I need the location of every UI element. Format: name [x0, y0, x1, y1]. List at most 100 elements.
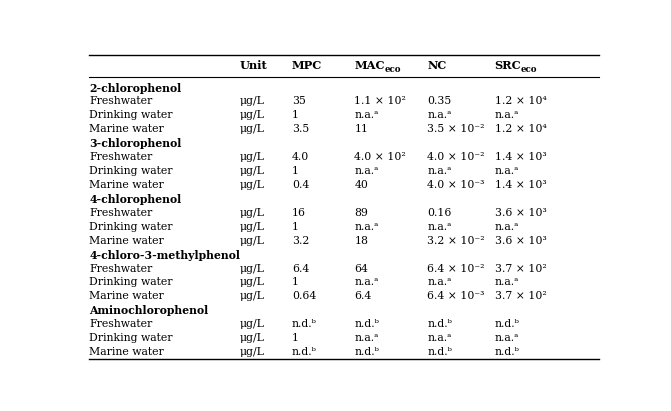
Text: Aminochlorophenol: Aminochlorophenol [89, 305, 208, 316]
Text: n.a.ᵃ: n.a.ᵃ [495, 222, 519, 232]
Text: 0.64: 0.64 [292, 291, 316, 301]
Text: Drinking water: Drinking water [89, 277, 172, 288]
Text: 6.4 × 10⁻²: 6.4 × 10⁻² [427, 263, 484, 274]
Text: μg/L: μg/L [240, 152, 265, 162]
Text: SRC: SRC [495, 60, 521, 72]
Text: 1.4 × 10³: 1.4 × 10³ [495, 152, 546, 162]
Text: 1.1 × 10²: 1.1 × 10² [354, 97, 406, 106]
Text: n.d.ᵇ: n.d.ᵇ [427, 319, 452, 329]
Text: 3.7 × 10²: 3.7 × 10² [495, 291, 546, 301]
Text: 1: 1 [292, 166, 299, 176]
Text: Drinking water: Drinking water [89, 222, 172, 232]
Text: 0.16: 0.16 [427, 208, 452, 218]
Text: 35: 35 [292, 97, 306, 106]
Text: Marine water: Marine water [89, 236, 164, 246]
Text: n.a.ᵃ: n.a.ᵃ [427, 166, 452, 176]
Text: 4.0 × 10²: 4.0 × 10² [354, 152, 406, 162]
Text: 3.6 × 10³: 3.6 × 10³ [495, 236, 546, 246]
Text: 11: 11 [354, 124, 368, 134]
Text: 18: 18 [354, 236, 368, 246]
Text: n.a.ᵃ: n.a.ᵃ [427, 333, 452, 343]
Text: Drinking water: Drinking water [89, 166, 172, 176]
Text: NC: NC [427, 60, 446, 72]
Text: 4.0 × 10⁻³: 4.0 × 10⁻³ [427, 180, 484, 190]
Text: Marine water: Marine water [89, 124, 164, 134]
Text: n.a.ᵃ: n.a.ᵃ [354, 333, 378, 343]
Text: μg/L: μg/L [240, 263, 265, 274]
Text: 1.2 × 10⁴: 1.2 × 10⁴ [495, 97, 546, 106]
Text: Marine water: Marine water [89, 180, 164, 190]
Text: 4.0 × 10⁻²: 4.0 × 10⁻² [427, 152, 484, 162]
Text: eco: eco [521, 65, 537, 74]
Text: 3.2: 3.2 [292, 236, 309, 246]
Text: 3.5: 3.5 [292, 124, 309, 134]
Text: 6.4: 6.4 [354, 291, 372, 301]
Text: μg/L: μg/L [240, 97, 265, 106]
Text: 4-chlorophenol: 4-chlorophenol [89, 194, 181, 205]
Text: μg/L: μg/L [240, 124, 265, 134]
Text: 2-chlorophenol: 2-chlorophenol [89, 83, 181, 94]
Text: μg/L: μg/L [240, 319, 265, 329]
Text: n.d.ᵇ: n.d.ᵇ [495, 347, 519, 357]
Text: μg/L: μg/L [240, 291, 265, 301]
Text: 3.7 × 10²: 3.7 × 10² [495, 263, 546, 274]
Text: μg/L: μg/L [240, 222, 265, 232]
Text: n.a.ᵃ: n.a.ᵃ [354, 222, 378, 232]
Text: 16: 16 [292, 208, 306, 218]
Text: n.a.ᵃ: n.a.ᵃ [427, 111, 452, 120]
Text: 3.2 × 10⁻²: 3.2 × 10⁻² [427, 236, 484, 246]
Text: μg/L: μg/L [240, 333, 265, 343]
Text: 3.5 × 10⁻²: 3.5 × 10⁻² [427, 124, 484, 134]
Text: Freshwater: Freshwater [89, 152, 152, 162]
Text: 0.4: 0.4 [292, 180, 309, 190]
Text: n.d.ᵇ: n.d.ᵇ [495, 319, 519, 329]
Text: 1: 1 [292, 333, 299, 343]
Text: Drinking water: Drinking water [89, 111, 172, 120]
Text: μg/L: μg/L [240, 236, 265, 246]
Text: n.a.ᵃ: n.a.ᵃ [495, 111, 519, 120]
Text: μg/L: μg/L [240, 208, 265, 218]
Text: Freshwater: Freshwater [89, 319, 152, 329]
Text: n.d.ᵇ: n.d.ᵇ [354, 347, 379, 357]
Text: 1: 1 [292, 111, 299, 120]
Text: μg/L: μg/L [240, 347, 265, 357]
Text: Freshwater: Freshwater [89, 208, 152, 218]
Text: 6.4 × 10⁻³: 6.4 × 10⁻³ [427, 291, 484, 301]
Text: n.d.ᵇ: n.d.ᵇ [292, 347, 317, 357]
Text: n.a.ᵃ: n.a.ᵃ [427, 222, 452, 232]
Text: n.a.ᵃ: n.a.ᵃ [354, 166, 378, 176]
Text: MAC: MAC [354, 60, 384, 72]
Text: n.a.ᵃ: n.a.ᵃ [427, 277, 452, 288]
Text: 3.6 × 10³: 3.6 × 10³ [495, 208, 546, 218]
Text: n.a.ᵃ: n.a.ᵃ [495, 333, 519, 343]
Text: Drinking water: Drinking water [89, 333, 172, 343]
Text: Freshwater: Freshwater [89, 97, 152, 106]
Text: n.a.ᵃ: n.a.ᵃ [354, 111, 378, 120]
Text: 1: 1 [292, 222, 299, 232]
Text: Freshwater: Freshwater [89, 263, 152, 274]
Text: 40: 40 [354, 180, 368, 190]
Text: 4.0: 4.0 [292, 152, 309, 162]
Text: Unit: Unit [240, 60, 268, 72]
Text: MPC: MPC [292, 60, 322, 72]
Text: eco: eco [384, 65, 401, 74]
Text: 64: 64 [354, 263, 368, 274]
Text: n.d.ᵇ: n.d.ᵇ [427, 347, 452, 357]
Text: Marine water: Marine water [89, 291, 164, 301]
Text: 89: 89 [354, 208, 368, 218]
Text: 4-chloro-3-methylphenol: 4-chloro-3-methylphenol [89, 249, 240, 261]
Text: μg/L: μg/L [240, 277, 265, 288]
Text: μg/L: μg/L [240, 166, 265, 176]
Text: 6.4: 6.4 [292, 263, 309, 274]
Text: μg/L: μg/L [240, 111, 265, 120]
Text: 1.4 × 10³: 1.4 × 10³ [495, 180, 546, 190]
Text: μg/L: μg/L [240, 180, 265, 190]
Text: n.d.ᵇ: n.d.ᵇ [354, 319, 379, 329]
Text: n.a.ᵃ: n.a.ᵃ [354, 277, 378, 288]
Text: n.d.ᵇ: n.d.ᵇ [292, 319, 317, 329]
Text: 0.35: 0.35 [427, 97, 452, 106]
Text: 1: 1 [292, 277, 299, 288]
Text: 1.2 × 10⁴: 1.2 × 10⁴ [495, 124, 546, 134]
Text: Marine water: Marine water [89, 347, 164, 357]
Text: 3-chlorophenol: 3-chlorophenol [89, 138, 181, 149]
